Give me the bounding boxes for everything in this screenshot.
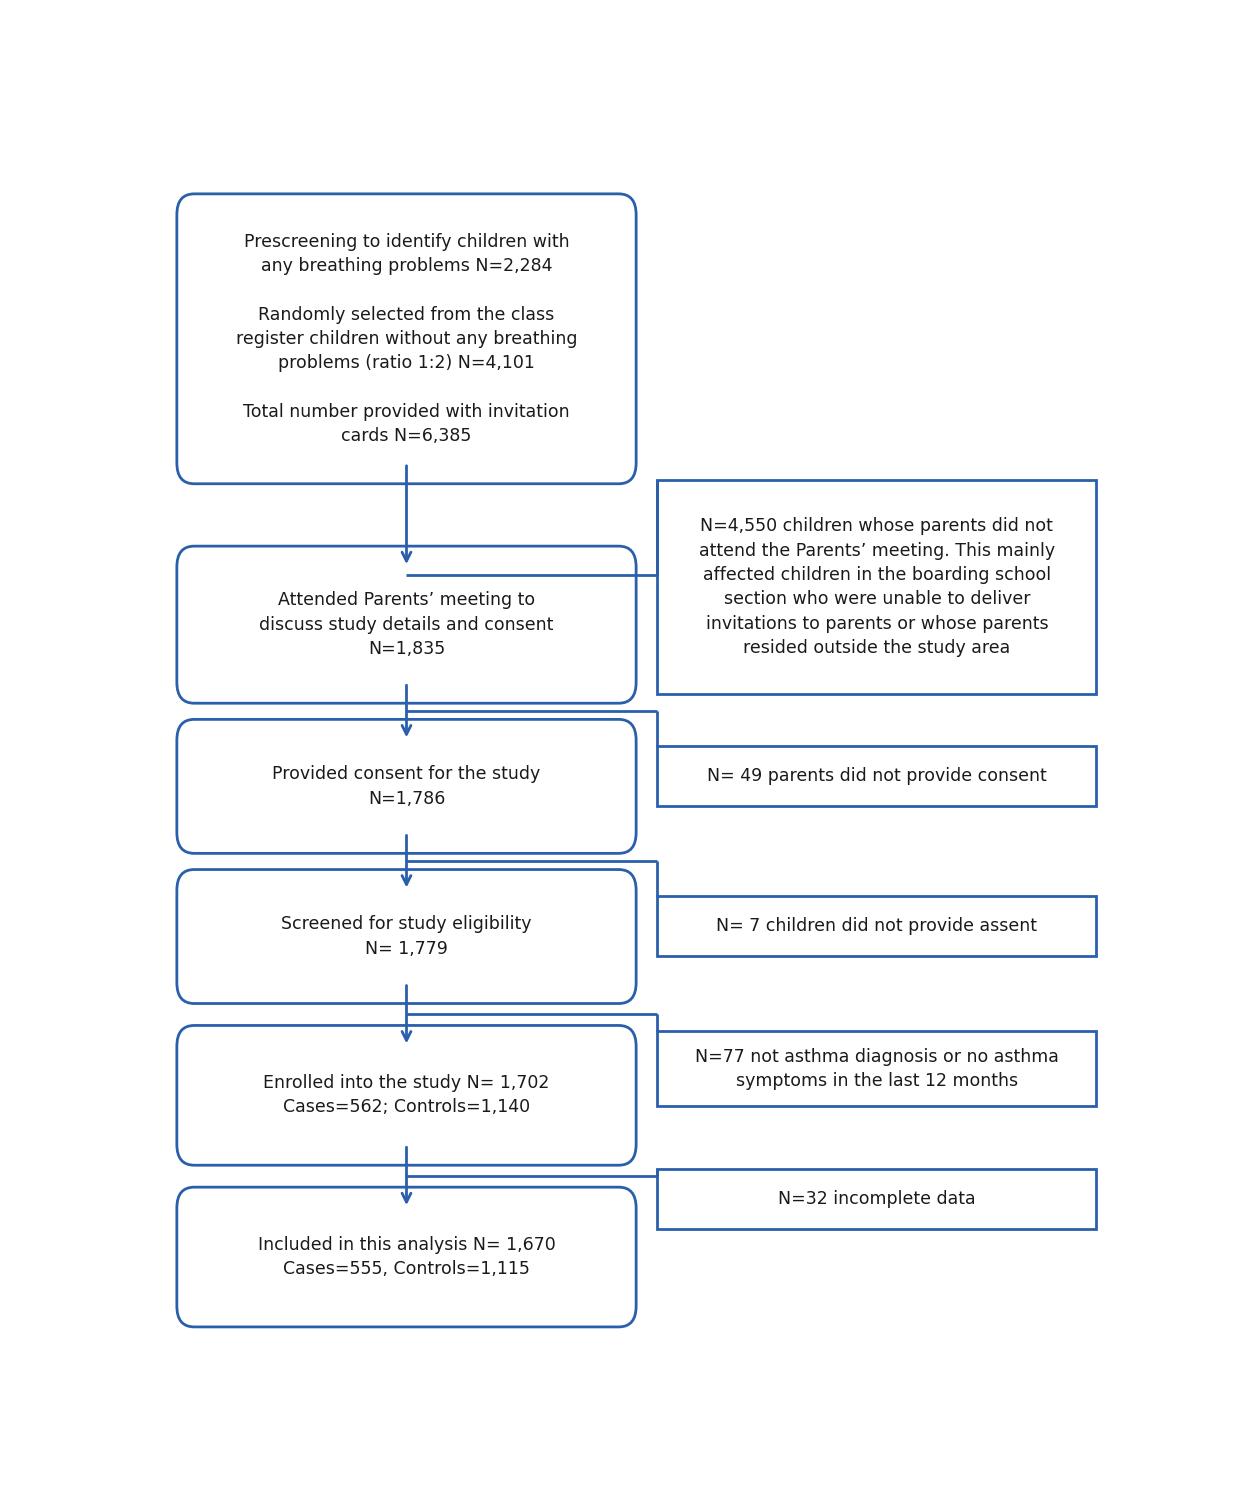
- FancyBboxPatch shape: [657, 746, 1097, 806]
- Text: N= 7 children did not provide assent: N= 7 children did not provide assent: [716, 916, 1037, 934]
- Text: N=32 incomplete data: N=32 incomplete data: [778, 1190, 976, 1208]
- FancyBboxPatch shape: [657, 896, 1097, 956]
- Text: Enrolled into the study N= 1,702
Cases=562; Controls=1,140: Enrolled into the study N= 1,702 Cases=5…: [263, 1074, 550, 1116]
- FancyBboxPatch shape: [177, 870, 636, 1004]
- Text: N= 49 parents did not provide consent: N= 49 parents did not provide consent: [707, 766, 1047, 784]
- FancyBboxPatch shape: [657, 1168, 1097, 1228]
- FancyBboxPatch shape: [177, 546, 636, 704]
- Text: Prescreening to identify children with
any breathing problems N=2,284

Randomly : Prescreening to identify children with a…: [235, 232, 578, 446]
- Text: Provided consent for the study
N=1,786: Provided consent for the study N=1,786: [273, 765, 540, 807]
- Text: Included in this analysis N= 1,670
Cases=555, Controls=1,115: Included in this analysis N= 1,670 Cases…: [258, 1236, 555, 1278]
- Text: N=4,550 children whose parents did not
attend the Parents’ meeting. This mainly
: N=4,550 children whose parents did not a…: [698, 518, 1055, 657]
- Text: Attended Parents’ meeting to
discuss study details and consent
N=1,835: Attended Parents’ meeting to discuss stu…: [259, 591, 554, 658]
- FancyBboxPatch shape: [177, 1186, 636, 1328]
- FancyBboxPatch shape: [177, 1026, 636, 1166]
- Text: N=77 not asthma diagnosis or no asthma
symptoms in the last 12 months: N=77 not asthma diagnosis or no asthma s…: [695, 1047, 1058, 1090]
- FancyBboxPatch shape: [657, 1030, 1097, 1107]
- FancyBboxPatch shape: [177, 194, 636, 484]
- FancyBboxPatch shape: [657, 480, 1097, 694]
- Text: Screened for study eligibility
N= 1,779: Screened for study eligibility N= 1,779: [281, 915, 532, 957]
- FancyBboxPatch shape: [177, 720, 636, 854]
